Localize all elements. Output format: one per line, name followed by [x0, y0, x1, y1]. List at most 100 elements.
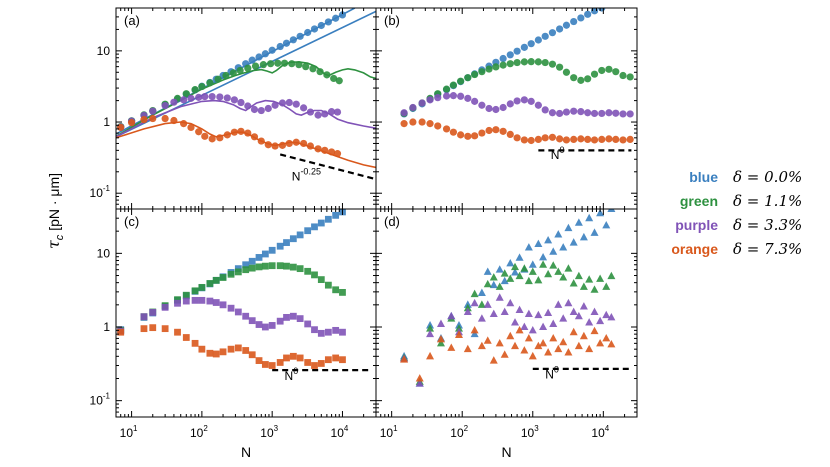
data-point [285, 98, 293, 107]
data-point [470, 298, 479, 307]
data-point [268, 362, 276, 369]
data-point [333, 150, 342, 158]
tick-base: 10 [380, 426, 394, 440]
data-point [500, 269, 509, 277]
data-point [268, 262, 276, 270]
data-point [434, 122, 442, 130]
data-point [577, 108, 585, 116]
data-point [574, 271, 583, 280]
data-point [250, 105, 259, 114]
data-point [577, 76, 585, 84]
data-point [492, 126, 500, 134]
data-point [527, 97, 535, 105]
data-point [471, 70, 479, 79]
data-point [499, 127, 507, 135]
data-point [534, 36, 542, 44]
panel-frame [375, 208, 638, 418]
data-point [436, 338, 445, 347]
data-point [292, 138, 300, 146]
data-point [564, 348, 573, 356]
data-point [208, 92, 216, 101]
data-point [219, 301, 227, 309]
ylabel-main: τ [44, 239, 63, 249]
data-point [261, 361, 269, 368]
series-purple [400, 293, 616, 387]
data-point [515, 271, 524, 280]
data-point [302, 63, 310, 71]
data-point [339, 356, 346, 364]
data-point [559, 314, 568, 322]
data-point [180, 120, 188, 128]
guide-label-exp: 0 [293, 366, 298, 376]
guide-label: N0 [285, 366, 299, 383]
data-point [415, 379, 424, 387]
data-point [500, 307, 509, 315]
data-point [520, 58, 528, 66]
data-point [436, 319, 445, 327]
data-point [400, 120, 408, 128]
data-point [304, 28, 312, 37]
data-point [230, 128, 238, 136]
data-point [227, 345, 235, 353]
data-point [261, 250, 269, 258]
data-point [556, 109, 564, 118]
data-point [483, 279, 492, 288]
data-point [562, 68, 571, 76]
x-tick-label: 102 [450, 424, 468, 440]
data-point [492, 63, 500, 71]
panel-b: N0 (b) [375, 7, 638, 210]
data-point [483, 300, 492, 308]
x-tick-label: 102 [190, 424, 208, 440]
ylabel-units: [pN · μm] [46, 173, 62, 235]
data-point [548, 133, 557, 141]
data-point [499, 61, 507, 69]
ticks [375, 208, 638, 418]
y-axis-title: τc [pN · μm] [44, 173, 66, 249]
data-point [149, 308, 157, 316]
data-point [219, 348, 227, 356]
data-point [574, 341, 583, 350]
data-point [174, 328, 181, 336]
data-point [549, 261, 558, 269]
data-point [585, 318, 594, 326]
data-point [268, 246, 276, 254]
data-point [528, 260, 537, 268]
data-point [182, 291, 190, 299]
data-point [570, 74, 578, 82]
data-point [471, 97, 479, 105]
data-point [464, 132, 472, 140]
data-point [579, 232, 588, 241]
tick-base: 1 [103, 115, 110, 129]
data-point [327, 148, 336, 156]
data-point [333, 108, 342, 116]
x-tick-label: 104 [591, 424, 609, 440]
data-point [559, 337, 568, 346]
data-point [513, 97, 521, 105]
plot-area: N0 [117, 209, 370, 383]
data-point [324, 281, 332, 289]
data-point [556, 63, 564, 71]
x-tick-label: 101 [380, 424, 398, 440]
data-point [187, 94, 195, 102]
data-point [248, 56, 256, 64]
data-point [549, 334, 558, 342]
data-point [500, 350, 509, 358]
data-point [478, 129, 486, 137]
data-point [436, 334, 445, 343]
data-point [454, 330, 463, 338]
data-point [261, 323, 269, 331]
data-point [255, 321, 263, 328]
data-point [400, 355, 409, 363]
data-point [268, 322, 276, 329]
data-point [569, 238, 578, 246]
data-point [495, 338, 504, 347]
data-point [206, 79, 214, 87]
data-point [520, 43, 528, 51]
data-point [539, 338, 548, 347]
guide-label-base: N [551, 148, 560, 162]
x-tick-label: 104 [331, 424, 349, 440]
data-point [255, 254, 263, 261]
data-point [317, 329, 325, 337]
data-point [607, 271, 616, 280]
